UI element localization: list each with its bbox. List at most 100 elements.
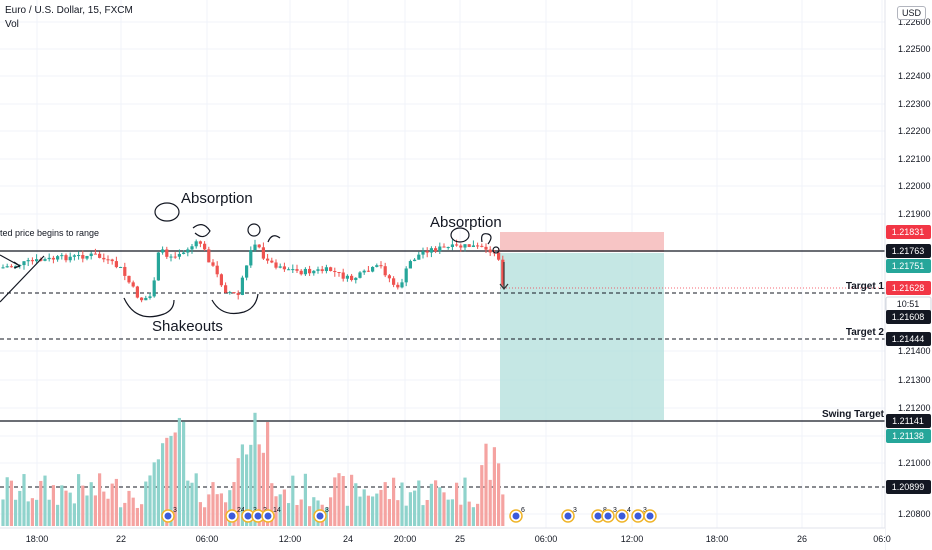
price-tick-label: 1.22500 xyxy=(898,44,931,54)
candle-body xyxy=(425,251,429,253)
price-tag-dark xyxy=(886,480,931,494)
candle-body xyxy=(341,272,345,279)
drawings[interactable] xyxy=(0,202,509,318)
candle-body xyxy=(161,249,165,253)
volume-bar xyxy=(387,499,391,526)
volume-bar xyxy=(135,507,139,526)
candle-body xyxy=(140,297,144,301)
candle-body xyxy=(257,244,261,248)
volume-bar xyxy=(18,490,22,526)
candle-body xyxy=(198,241,202,244)
volume-bar xyxy=(308,506,312,526)
candle-body xyxy=(5,266,9,268)
volume-bar xyxy=(434,480,438,526)
currency-button[interactable]: USD xyxy=(896,6,926,20)
candle-body xyxy=(333,271,337,273)
volume-bar xyxy=(47,499,51,526)
price-tick-label: 1.21300 xyxy=(898,375,931,385)
volume-indicator-label[interactable]: Vol xyxy=(5,19,19,30)
target-2-label: Target 2 xyxy=(846,327,885,338)
volume-bar xyxy=(56,504,60,526)
candle-body xyxy=(68,256,72,261)
candle-body xyxy=(337,271,341,273)
time-tick-label: 12:00 xyxy=(279,534,302,544)
time-tick-label: 18:00 xyxy=(706,534,729,544)
candle-body xyxy=(89,253,93,257)
candle-body xyxy=(43,259,47,261)
volume-bar xyxy=(177,417,181,526)
volume-bars xyxy=(1,412,505,526)
candle-body xyxy=(81,255,85,259)
volume-bar xyxy=(22,474,26,526)
volume-bar xyxy=(333,477,337,526)
volume-bar xyxy=(211,482,215,526)
volume-bar xyxy=(345,505,349,526)
volume-bar xyxy=(215,494,219,526)
volume-bar xyxy=(413,490,417,526)
absorption-label-2: Absorption xyxy=(430,214,502,231)
candle-body xyxy=(131,282,135,287)
price-tag-green xyxy=(886,259,931,273)
candle-body xyxy=(278,266,282,268)
time-tick-label: 06:0 xyxy=(873,534,891,544)
price-tag-red xyxy=(886,225,931,239)
shakeouts-label: Shakeouts xyxy=(152,318,223,335)
time-tick-label: 25 xyxy=(455,534,465,544)
time-axis[interactable]: 18:00 22 06:00 12:00 24 20:00 25 06:00 12:00 18:0… xyxy=(26,534,891,544)
candle-body xyxy=(22,261,26,266)
absorption-mark-2 xyxy=(247,223,261,237)
volume-bar xyxy=(417,480,421,526)
candle-body xyxy=(387,275,391,279)
volume-bar xyxy=(257,444,261,526)
volume-bar xyxy=(261,452,265,526)
candle-body xyxy=(383,266,387,276)
time-tick-label: 26 xyxy=(797,534,807,544)
candle-body xyxy=(127,275,131,283)
price-tick-label: 1.21200 xyxy=(898,403,931,413)
candle-body xyxy=(379,265,383,267)
candle-body xyxy=(295,269,299,271)
price-tag-text: 1.21751 xyxy=(892,261,925,271)
take-profit-zone[interactable] xyxy=(500,253,664,420)
event-flag-inner xyxy=(564,512,572,520)
stop-loss-zone[interactable] xyxy=(500,232,664,252)
candle-body xyxy=(228,292,232,294)
candle-body xyxy=(471,245,475,247)
volume-bar xyxy=(299,499,303,526)
swing-target-label: Swing Target xyxy=(822,409,885,420)
volume-bar xyxy=(358,496,362,526)
candle-body xyxy=(354,277,358,281)
volume-bar xyxy=(123,502,127,526)
candle-body xyxy=(312,270,316,274)
candle-body xyxy=(9,266,13,268)
candle-body xyxy=(375,265,379,267)
volume-bar xyxy=(203,507,207,526)
price-tag-dark xyxy=(886,414,931,428)
event-flag-inner xyxy=(316,512,324,520)
candle-body xyxy=(299,270,303,275)
candle-body xyxy=(232,292,236,294)
target-1-label: Target 1 xyxy=(846,281,885,292)
volume-bar xyxy=(169,435,173,526)
candle-body xyxy=(203,243,207,250)
volume-bar xyxy=(295,504,299,526)
candle-body xyxy=(392,278,396,285)
price-tag-text: 1.20899 xyxy=(892,482,925,492)
volume-bar xyxy=(341,476,345,526)
candle-body xyxy=(236,293,240,295)
candle-body xyxy=(224,285,228,293)
candle-body xyxy=(85,256,89,259)
symbol-title[interactable]: Euro / U.S. Dollar, 15, FXCM xyxy=(5,5,133,16)
candle-body xyxy=(182,252,186,254)
down-arrow-drawing xyxy=(499,262,509,290)
candle-body xyxy=(501,259,505,285)
candle-body xyxy=(324,267,328,272)
economic-events[interactable]: 32432143638343 xyxy=(161,507,657,523)
volume-bar xyxy=(282,489,286,526)
volume-bar xyxy=(392,477,396,526)
time-tick-label: 12:00 xyxy=(621,534,644,544)
volume-bar xyxy=(1,499,5,526)
candlesticks[interactable] xyxy=(1,239,505,303)
candle-body xyxy=(245,265,249,278)
